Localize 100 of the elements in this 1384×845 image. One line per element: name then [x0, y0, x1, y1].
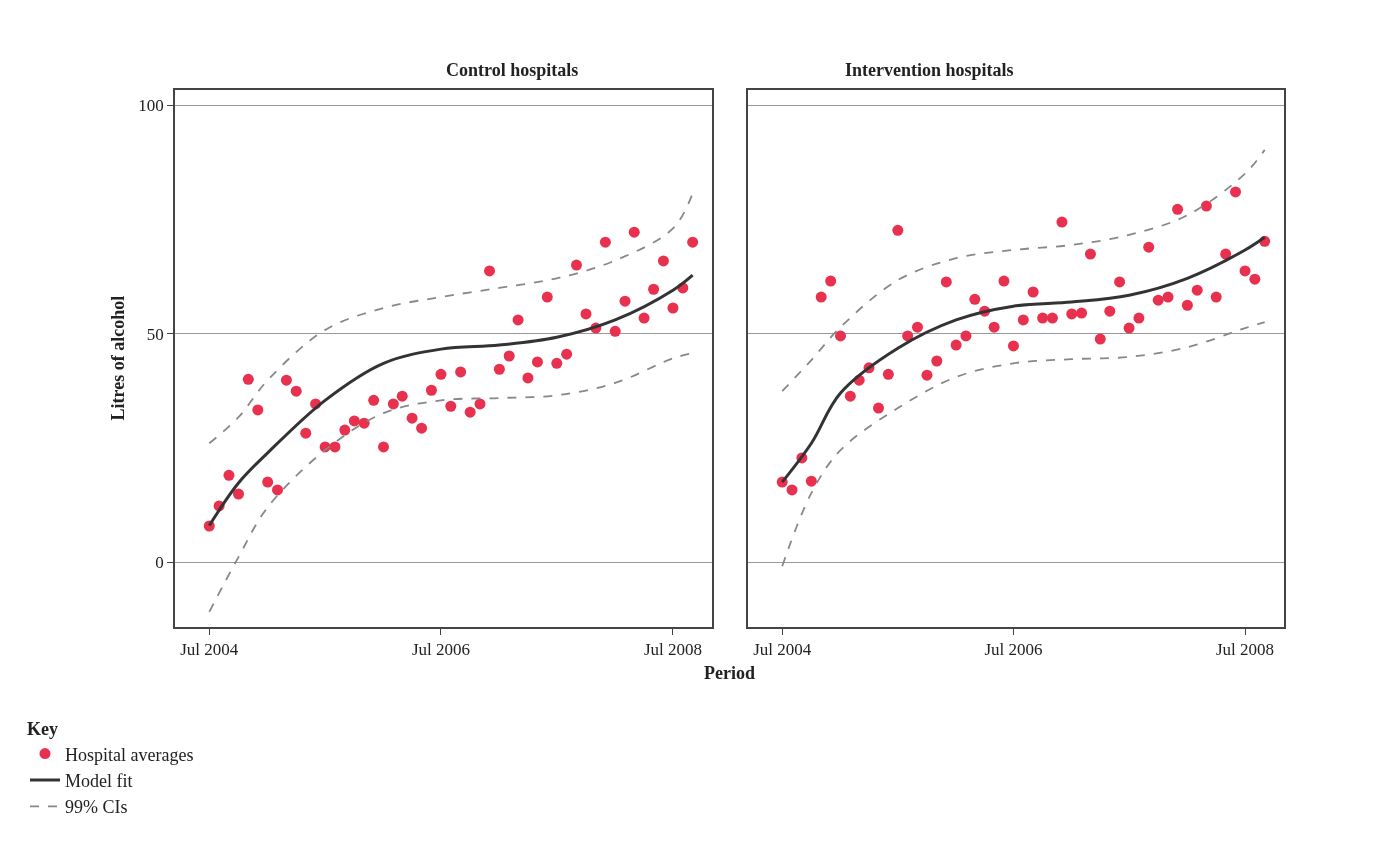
point: [290, 385, 302, 397]
point: [1114, 276, 1126, 288]
point: [1152, 294, 1164, 306]
point: [1230, 186, 1242, 198]
legend-title: Key: [27, 719, 58, 740]
point: [950, 339, 962, 351]
point: [825, 275, 837, 287]
point: [1143, 241, 1155, 253]
point: [1191, 284, 1203, 296]
point: [667, 302, 679, 314]
point: [416, 422, 428, 434]
point: [512, 314, 524, 326]
point: [580, 308, 592, 320]
point: [805, 475, 817, 487]
point: [657, 255, 669, 267]
point: [844, 390, 856, 402]
point: [1181, 299, 1193, 311]
point: [892, 224, 904, 236]
point: [329, 441, 341, 453]
point: [628, 226, 640, 238]
point: [455, 366, 467, 378]
point: [348, 415, 360, 427]
point: [911, 321, 923, 333]
point: [599, 236, 611, 248]
point: [687, 236, 699, 248]
chart-title: Control hospitals: [446, 60, 579, 80]
point: [570, 259, 582, 271]
y-axis-title: Litres of alcohol: [107, 295, 128, 421]
point: [1007, 340, 1019, 352]
point: [561, 348, 573, 360]
point: [358, 417, 370, 429]
point: [998, 275, 1010, 287]
point: [1066, 308, 1078, 320]
point: [1056, 216, 1068, 228]
point: [960, 330, 972, 342]
point: [541, 291, 553, 303]
y-tick-label: 100: [138, 96, 164, 116]
point: [522, 372, 534, 384]
point: [262, 476, 274, 488]
point: [1172, 203, 1184, 215]
point: [464, 406, 476, 418]
point: [1239, 265, 1251, 277]
point: [252, 404, 264, 416]
point: [1076, 307, 1088, 319]
point: [638, 312, 650, 324]
point: [339, 424, 351, 436]
point: [1123, 322, 1135, 334]
point: [648, 283, 660, 295]
x-tick-label: Jul 2008: [1215, 640, 1275, 660]
point: [445, 400, 457, 412]
x-tick-label: Jul 2008: [643, 640, 703, 660]
point: [551, 357, 563, 369]
x-tick-label: Jul 2004: [180, 640, 239, 660]
x-tick-label: Jul 2004: [753, 640, 812, 660]
point: [493, 363, 505, 375]
point: [1249, 273, 1261, 285]
point: [300, 427, 312, 439]
point: [1133, 312, 1145, 324]
x-tick-label: Jul 2006: [411, 640, 471, 660]
point: [1162, 291, 1174, 303]
point: [1027, 286, 1039, 298]
point: [988, 321, 1000, 333]
y-tick-label: 0: [155, 553, 164, 573]
point: [272, 484, 284, 496]
point: [1104, 305, 1116, 317]
point: [387, 398, 399, 410]
point: [940, 276, 952, 288]
legend-label: Model fit: [65, 771, 133, 792]
point: [474, 398, 486, 410]
point: [1200, 200, 1212, 212]
point: [835, 330, 846, 342]
y-tick-label: 50: [146, 324, 164, 344]
point: [1037, 312, 1049, 324]
point: [425, 384, 437, 396]
point: [1017, 314, 1029, 326]
point: [882, 368, 894, 380]
point: [280, 374, 292, 386]
legend-label: 99% CIs: [65, 797, 128, 818]
point: [396, 390, 408, 402]
point: [1046, 312, 1058, 324]
point: [232, 488, 244, 500]
point: [619, 295, 631, 307]
point: [921, 369, 933, 381]
point: [1210, 291, 1222, 303]
point: [873, 402, 885, 414]
point: [242, 373, 254, 385]
point: [378, 441, 390, 453]
point: [484, 265, 496, 277]
point: [406, 412, 418, 424]
point: [902, 330, 914, 342]
x-tick-label: Jul 2006: [984, 640, 1043, 660]
point: [786, 484, 798, 496]
point: [815, 291, 827, 303]
x-axis-title: Period: [704, 663, 755, 683]
point: [1094, 333, 1106, 345]
point: [1084, 248, 1096, 260]
point: [969, 293, 981, 305]
point: [223, 469, 235, 481]
point: [435, 368, 447, 380]
point: [609, 325, 621, 337]
